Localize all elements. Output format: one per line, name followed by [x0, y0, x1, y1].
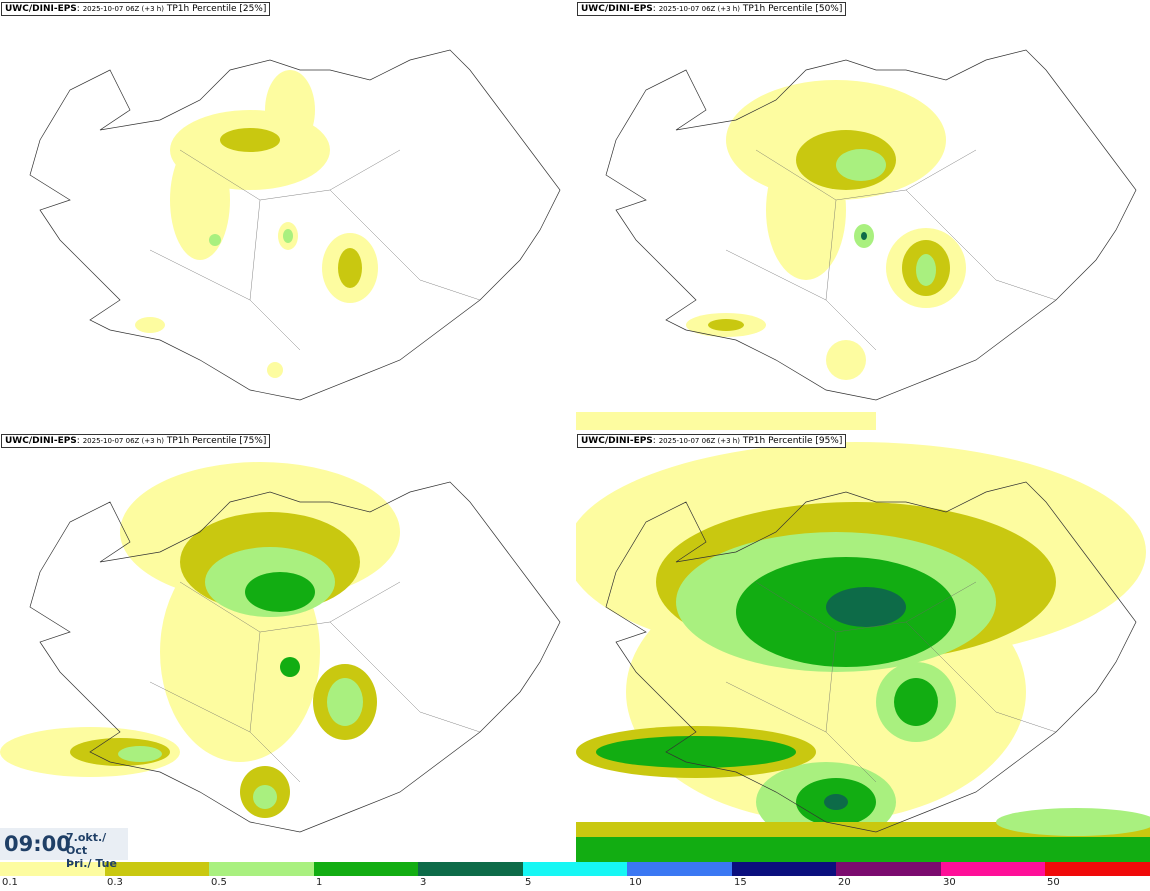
coastline — [605, 49, 1137, 401]
precip-fill — [576, 432, 1150, 862]
legend-tick-label: 0.5 — [211, 877, 227, 888]
region-lines — [149, 581, 481, 783]
map-panel-p95: UWC/DINI-EPS: 2025-10-07 06Z (+3 h) TP1h… — [576, 432, 1150, 862]
legend-tick-label: 30 — [943, 877, 956, 888]
legend-swatch — [1045, 862, 1150, 876]
legend-swatch — [313, 862, 419, 876]
valid-date: 7.okt./ Oct Þri./ Tue — [66, 831, 128, 870]
precip-fill — [0, 462, 400, 818]
region-lines — [149, 149, 481, 351]
legend-swatch — [0, 862, 105, 876]
precip-fill — [576, 80, 966, 430]
color-legend — [0, 862, 1150, 876]
panel-title: UWC/DINI-EPS: 2025-10-07 06Z (+3 h) TP1h… — [577, 434, 847, 448]
legend-swatch — [836, 862, 941, 876]
legend-tick-label: 20 — [838, 877, 851, 888]
legend-tick-label: 5 — [525, 877, 532, 888]
region-lines — [725, 149, 1057, 351]
map-panel-p50: UWC/DINI-EPS: 2025-10-07 06Z (+3 h) TP1h… — [576, 0, 1150, 430]
coastline — [29, 49, 561, 401]
legend-swatch — [522, 862, 628, 876]
legend-swatch — [731, 862, 837, 876]
panel-title: UWC/DINI-EPS: 2025-10-07 06Z (+3 h) TP1h… — [577, 2, 847, 16]
region-lines — [725, 581, 1057, 783]
legend-tick-label: 50 — [1047, 877, 1060, 888]
legend-tick-label: 10 — [629, 877, 642, 888]
coastline — [605, 481, 1137, 833]
legend-tick-label: 0.1 — [2, 877, 18, 888]
valid-date-weekday: Þri./ Tue — [66, 857, 117, 870]
legend-ticks: 0.1 0.3 0.5 1 3 5 10 15 20 30 50 — [0, 877, 1150, 891]
legend-swatch — [627, 862, 732, 876]
precip-map — [576, 49, 1137, 430]
legend-swatch — [418, 862, 523, 876]
panel-title: UWC/DINI-EPS: 2025-10-07 06Z (+3 h) TP1h… — [1, 434, 271, 448]
valid-date-day: 7.okt./ Oct — [66, 831, 107, 857]
precip-map — [0, 462, 561, 833]
legend-tick-label: 15 — [734, 877, 747, 888]
legend-swatch — [940, 862, 1046, 876]
legend-tick-label: 0.3 — [107, 877, 123, 888]
legend-swatch — [209, 862, 314, 876]
precip-fill — [135, 70, 378, 378]
map-panel-p25: UWC/DINI-EPS: 2025-10-07 06Z (+3 h) TP1h… — [0, 0, 574, 430]
legend-tick-label: 3 — [420, 877, 427, 888]
valid-time: 09:00 — [4, 832, 71, 856]
coastline — [29, 481, 561, 833]
panel-title: UWC/DINI-EPS: 2025-10-07 06Z (+3 h) TP1h… — [1, 2, 271, 16]
legend-tick-label: 1 — [316, 877, 323, 888]
precip-map — [29, 49, 561, 401]
map-panel-p75: UWC/DINI-EPS: 2025-10-07 06Z (+3 h) TP1h… — [0, 432, 574, 862]
valid-time-box: 09:00 7.okt./ Oct Þri./ Tue — [0, 828, 128, 870]
precip-map — [576, 432, 1150, 862]
legend-swatch — [104, 862, 210, 876]
